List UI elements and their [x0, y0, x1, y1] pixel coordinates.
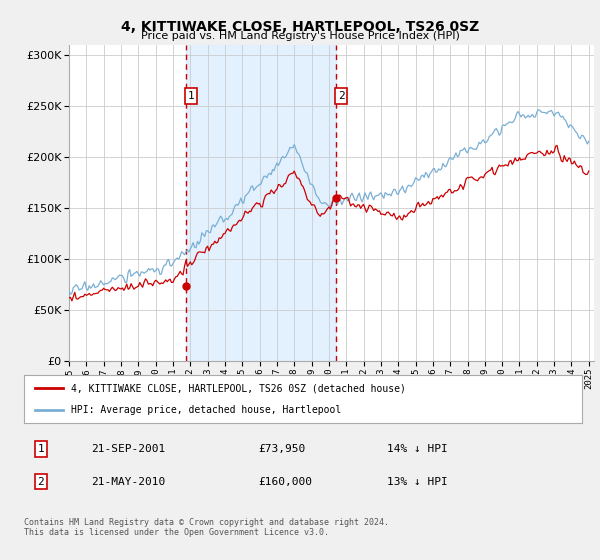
Text: 21-MAY-2010: 21-MAY-2010 [91, 477, 165, 487]
Text: £160,000: £160,000 [259, 477, 313, 487]
Text: 4, KITTIWAKE CLOSE, HARTLEPOOL, TS26 0SZ (detached house): 4, KITTIWAKE CLOSE, HARTLEPOOL, TS26 0SZ… [71, 383, 406, 393]
Text: HPI: Average price, detached house, Hartlepool: HPI: Average price, detached house, Hart… [71, 405, 341, 415]
Text: 1: 1 [188, 91, 194, 101]
Text: 4, KITTIWAKE CLOSE, HARTLEPOOL, TS26 0SZ: 4, KITTIWAKE CLOSE, HARTLEPOOL, TS26 0SZ [121, 20, 479, 34]
Text: 13% ↓ HPI: 13% ↓ HPI [387, 477, 448, 487]
Text: Price paid vs. HM Land Registry's House Price Index (HPI): Price paid vs. HM Land Registry's House … [140, 31, 460, 41]
Text: 14% ↓ HPI: 14% ↓ HPI [387, 444, 448, 454]
Text: 21-SEP-2001: 21-SEP-2001 [91, 444, 165, 454]
Text: 2: 2 [338, 91, 344, 101]
Text: Contains HM Land Registry data © Crown copyright and database right 2024.
This d: Contains HM Land Registry data © Crown c… [24, 518, 389, 538]
Text: 2: 2 [37, 477, 44, 487]
Bar [186, 45, 336, 361]
Text: £73,950: £73,950 [259, 444, 305, 454]
Text: 1: 1 [37, 444, 44, 454]
